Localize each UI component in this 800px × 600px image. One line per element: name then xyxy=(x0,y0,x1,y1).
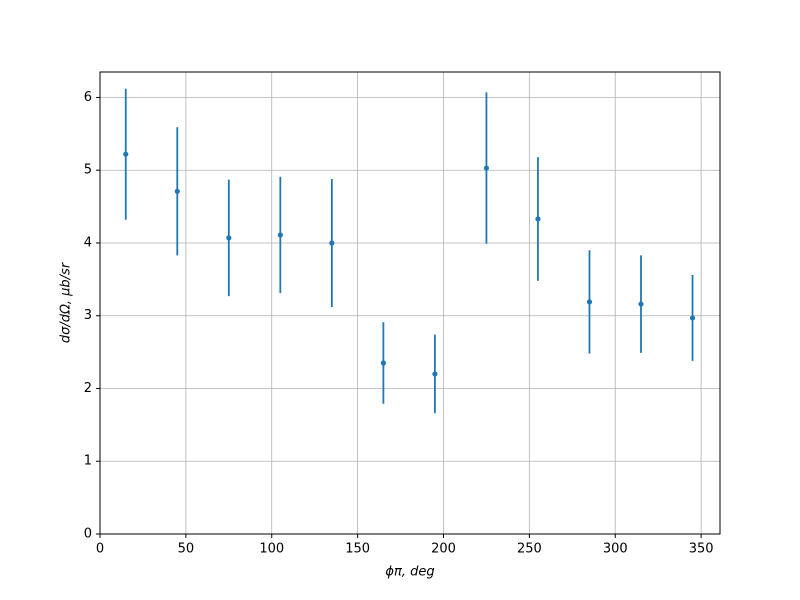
y-tick-label: 6 xyxy=(84,90,92,105)
x-tick-label: 300 xyxy=(603,542,628,557)
x-tick-label: 100 xyxy=(259,542,284,557)
data-point xyxy=(123,151,129,157)
x-tick-label: 250 xyxy=(517,542,542,557)
grid xyxy=(99,72,720,535)
data-point xyxy=(432,371,438,377)
data-point xyxy=(638,301,644,307)
x-tick-label: 200 xyxy=(431,542,456,557)
y-tick-label: 0 xyxy=(84,527,92,542)
x-tick-label: 150 xyxy=(345,542,370,557)
plot-frame xyxy=(99,71,721,535)
data-point xyxy=(226,235,232,241)
y-tick-label: 5 xyxy=(84,163,92,178)
x-tick-label: 0 xyxy=(96,542,104,557)
data-point xyxy=(535,216,541,222)
x-tick-label: 50 xyxy=(178,542,195,557)
data-point xyxy=(277,232,283,238)
y-tick-label: 2 xyxy=(84,381,92,396)
y-tick-label: 3 xyxy=(84,308,92,323)
y-axis-label: dσ/dΩ, μb/sr xyxy=(59,261,74,343)
x-axis-label: ϕπ, deg xyxy=(385,565,434,580)
data-point xyxy=(586,299,593,305)
data-point xyxy=(483,165,490,171)
data-point xyxy=(329,240,335,246)
y-tick-label: 1 xyxy=(84,454,92,469)
data-point xyxy=(689,315,696,321)
data-point xyxy=(174,188,180,194)
x-tick-label: 350 xyxy=(689,542,714,557)
y-tick-label: 4 xyxy=(84,235,92,250)
data-point xyxy=(380,360,386,366)
